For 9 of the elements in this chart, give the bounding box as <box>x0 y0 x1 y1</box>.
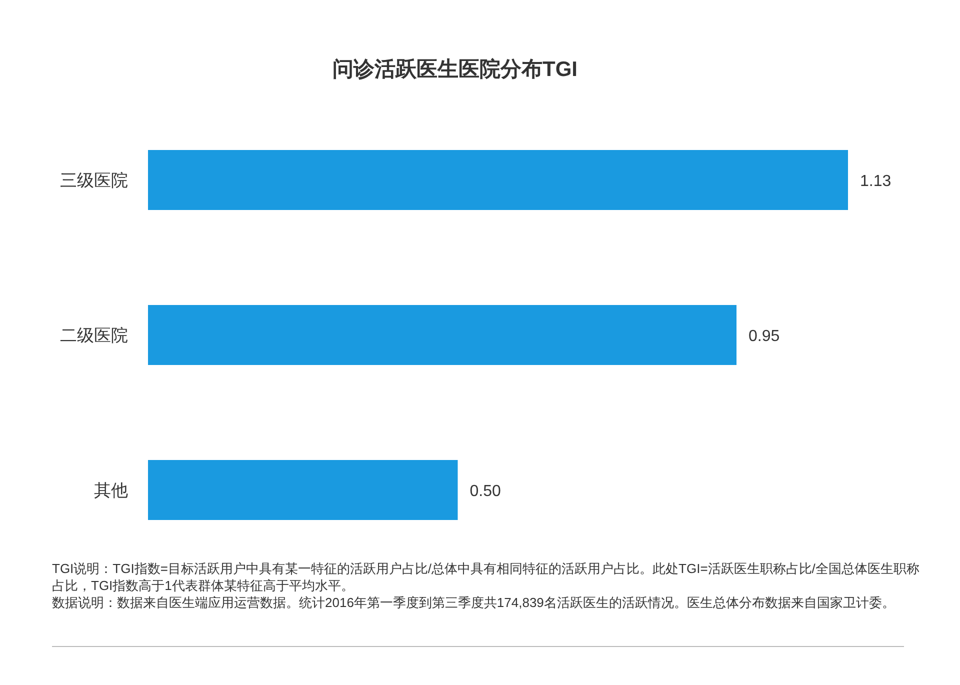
category-label: 其他 <box>94 481 128 500</box>
value-label: 0.95 <box>748 328 780 345</box>
category-label: 二级医院 <box>60 326 128 345</box>
category-label: 三级医院 <box>60 171 128 190</box>
value-label: 0.50 <box>470 483 501 500</box>
annotation: TGI说明：TGI指数=目标活跃用户中具有某一特征的活跃用户占比/总体中具有相同特征的活跃用户占比。此处TGI=活跃医生职称占比/全国总体医生职称占比，TGI指数高于1代表群体某特征高于平均水平。 <box>52 560 920 594</box>
title: 问诊活跃医生医院分布TGI <box>332 58 578 81</box>
text: 数据说明：数据来自医生端应用运营数据。统计2016年第一季度到第三季度共174,839名活跃医生的活跃情况。医生总体分布数据来自国家卫计委。 <box>52 594 896 611</box>
value-label: 1.13 <box>860 173 892 190</box>
